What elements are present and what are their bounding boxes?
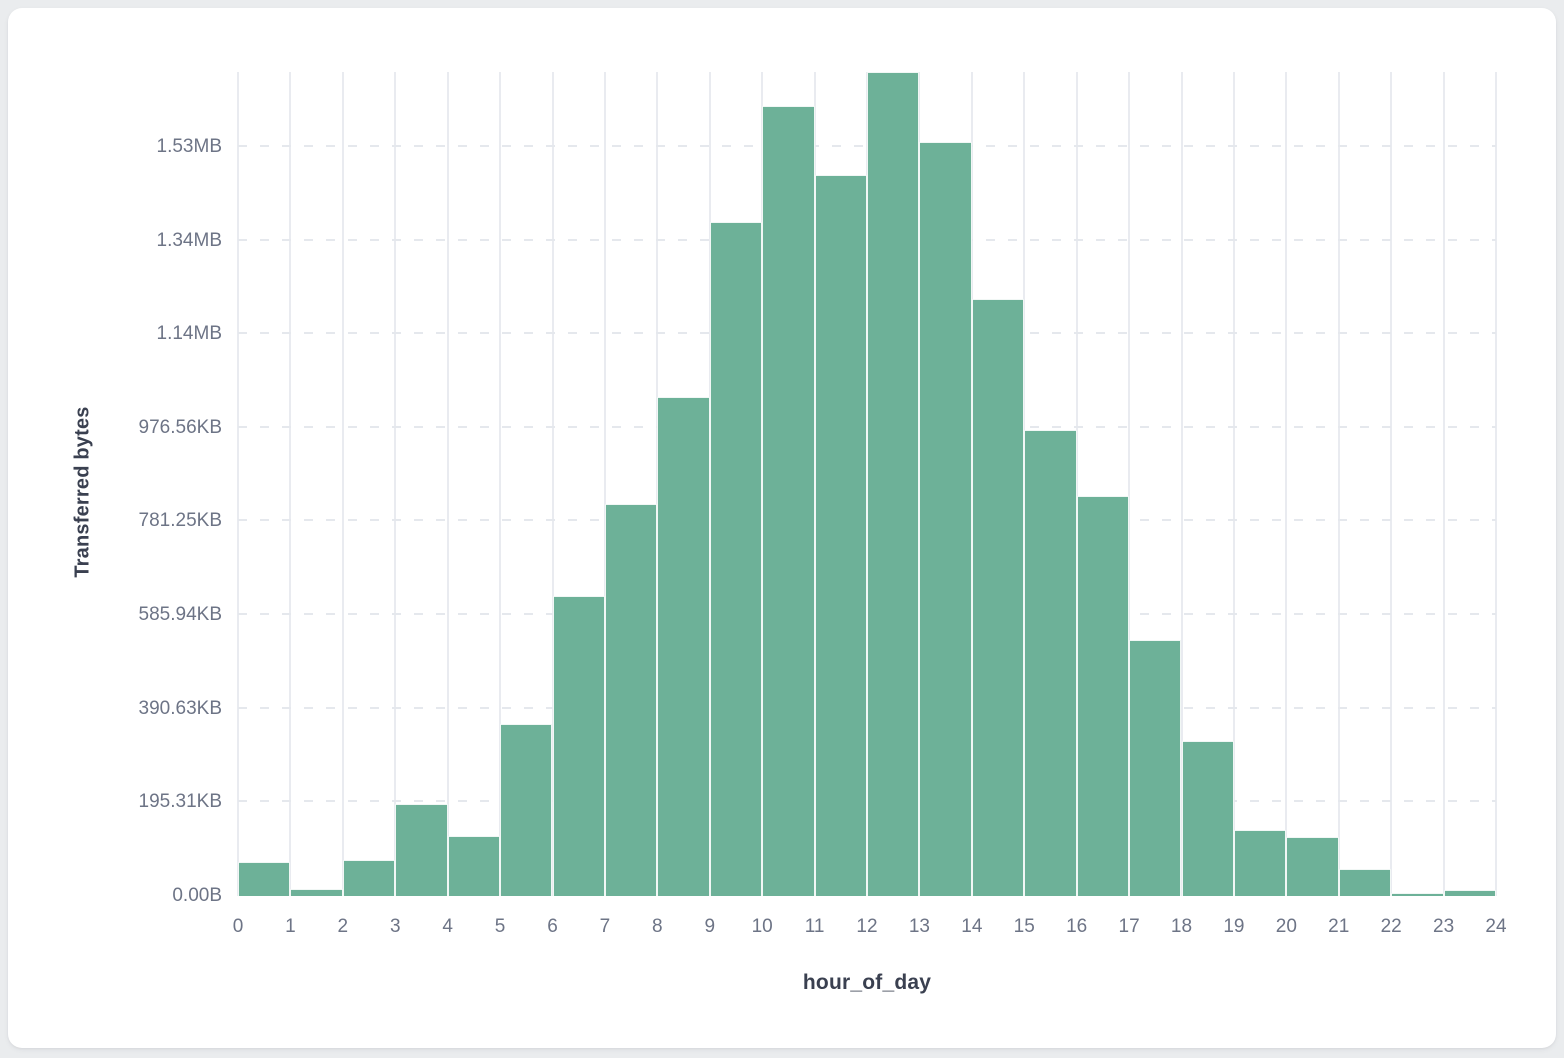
vertical-gridline <box>603 72 606 896</box>
x-tick-label: 11 <box>804 916 825 937</box>
vertical-gridline <box>446 72 449 896</box>
vertical-gridline <box>499 72 502 896</box>
y-tick-label: 781.25KB <box>138 510 222 532</box>
vertical-gridline <box>289 72 292 896</box>
histogram-bar-hour-22[interactable] <box>1391 893 1444 896</box>
x-tick-label: 4 <box>442 916 453 937</box>
histogram-bar-hour-6[interactable] <box>552 596 605 896</box>
histogram-bar-hour-18[interactable] <box>1181 740 1234 896</box>
vertical-gridline <box>1442 72 1445 896</box>
y-tick-label: 390.63KB <box>138 697 222 719</box>
x-tick-label: 20 <box>1275 916 1297 937</box>
plot-area <box>237 72 1497 896</box>
histogram-bar-hour-8[interactable] <box>657 396 710 896</box>
x-tick-label: 12 <box>856 916 878 937</box>
y-tick-label: 1.34MB <box>156 229 222 251</box>
histogram-bar-hour-16[interactable] <box>1076 496 1130 896</box>
x-tick-label: 21 <box>1328 916 1350 937</box>
x-tick-label: 6 <box>547 916 558 937</box>
histogram-bar-hour-2[interactable] <box>342 859 396 896</box>
histogram-bar-hour-4[interactable] <box>447 836 501 896</box>
histogram-bar-hour-15[interactable] <box>1024 430 1077 896</box>
x-tick-label: 22 <box>1380 916 1402 937</box>
vertical-gridline <box>1390 72 1393 896</box>
x-tick-label: 16 <box>1066 916 1088 937</box>
histogram-bar-hour-0[interactable] <box>238 861 291 896</box>
y-tick-label: 0.00B <box>172 885 222 906</box>
x-tick-label: 24 <box>1485 916 1507 937</box>
vertical-gridline <box>341 72 344 896</box>
x-tick-label: 8 <box>652 916 663 937</box>
histogram-bar-hour-21[interactable] <box>1338 869 1392 896</box>
vertical-gridline <box>1180 72 1183 896</box>
histogram-bar-hour-12[interactable] <box>867 72 920 896</box>
vertical-gridline <box>1128 72 1131 896</box>
x-tick-label: 15 <box>1013 916 1035 937</box>
histogram-bar-hour-13[interactable] <box>919 142 972 896</box>
histogram-bar-hour-23[interactable] <box>1443 890 1496 896</box>
y-tick-label: 1.14MB <box>156 323 222 345</box>
x-tick-label: 17 <box>1118 916 1140 937</box>
x-tick-label: 13 <box>908 916 930 937</box>
histogram-bar-hour-10[interactable] <box>762 106 815 896</box>
x-tick-label: 19 <box>1223 916 1245 937</box>
x-tick-label: 1 <box>285 916 296 937</box>
x-tick-label: 7 <box>599 916 611 937</box>
histogram-bar-hour-11[interactable] <box>814 175 867 896</box>
vertical-gridline <box>551 72 554 896</box>
histogram-bar-hour-7[interactable] <box>604 504 658 896</box>
histogram-bar-hour-9[interactable] <box>709 221 763 896</box>
vertical-gridline <box>1075 72 1078 896</box>
x-tick-label: 14 <box>961 916 983 937</box>
histogram-bar-hour-3[interactable] <box>395 803 448 896</box>
x-tick-label: 5 <box>494 916 506 937</box>
histogram-bar-hour-14[interactable] <box>971 298 1025 896</box>
vertical-gridline <box>1337 72 1340 896</box>
vertical-gridline <box>1495 72 1497 896</box>
histogram-bar-hour-19[interactable] <box>1233 830 1287 896</box>
y-tick-label: 195.31KB <box>138 791 222 813</box>
vertical-gridline <box>1285 72 1288 896</box>
chart-card: Transferred bytes hour_of_day 0.00B 195.3… <box>8 8 1556 1048</box>
y-tick-label: 585.94KB <box>138 604 222 626</box>
x-tick-label: 18 <box>1170 916 1193 937</box>
vertical-gridline <box>237 72 239 896</box>
vertical-gridline <box>1232 72 1235 896</box>
x-tick-label: 23 <box>1433 916 1455 937</box>
x-tick-label: 2 <box>337 916 349 937</box>
x-tick-label: 10 <box>751 916 773 937</box>
histogram-bar-hour-20[interactable] <box>1286 836 1339 896</box>
x-tick-label: 0 <box>232 916 244 937</box>
x-tick-label: 3 <box>389 916 401 937</box>
x-axis-title: hour_of_day <box>802 971 932 994</box>
y-tick-label: 976.56KB <box>138 416 222 438</box>
y-tick-label: 1.53MB <box>156 135 222 157</box>
histogram-bar-hour-17[interactable] <box>1129 640 1182 896</box>
x-tick-label: 9 <box>704 916 716 937</box>
histogram-bar-hour-5[interactable] <box>500 724 553 896</box>
y-axis-title: Transferred bytes <box>71 406 94 578</box>
histogram-bar-hour-1[interactable] <box>290 889 343 896</box>
vertical-gridline <box>394 72 397 896</box>
